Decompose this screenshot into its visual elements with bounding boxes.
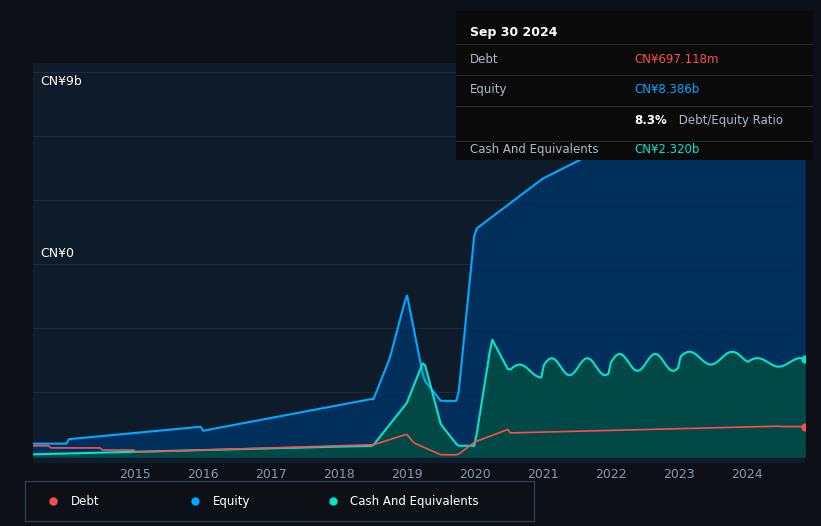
Text: Debt: Debt bbox=[71, 494, 99, 508]
Text: Debt: Debt bbox=[470, 53, 498, 66]
Text: Equity: Equity bbox=[470, 84, 507, 96]
Text: Cash And Equivalents: Cash And Equivalents bbox=[470, 144, 599, 156]
Text: CN¥2.320b: CN¥2.320b bbox=[635, 144, 699, 156]
Text: Debt/Equity Ratio: Debt/Equity Ratio bbox=[676, 114, 783, 127]
Text: CN¥8.386b: CN¥8.386b bbox=[635, 84, 699, 96]
Text: 8.3%: 8.3% bbox=[635, 114, 667, 127]
Text: CN¥9b: CN¥9b bbox=[40, 75, 82, 88]
Text: Equity: Equity bbox=[213, 494, 250, 508]
Text: CN¥0: CN¥0 bbox=[40, 247, 75, 259]
Text: Cash And Equivalents: Cash And Equivalents bbox=[351, 494, 479, 508]
Text: CN¥697.118m: CN¥697.118m bbox=[635, 53, 718, 66]
Text: Sep 30 2024: Sep 30 2024 bbox=[470, 25, 557, 38]
